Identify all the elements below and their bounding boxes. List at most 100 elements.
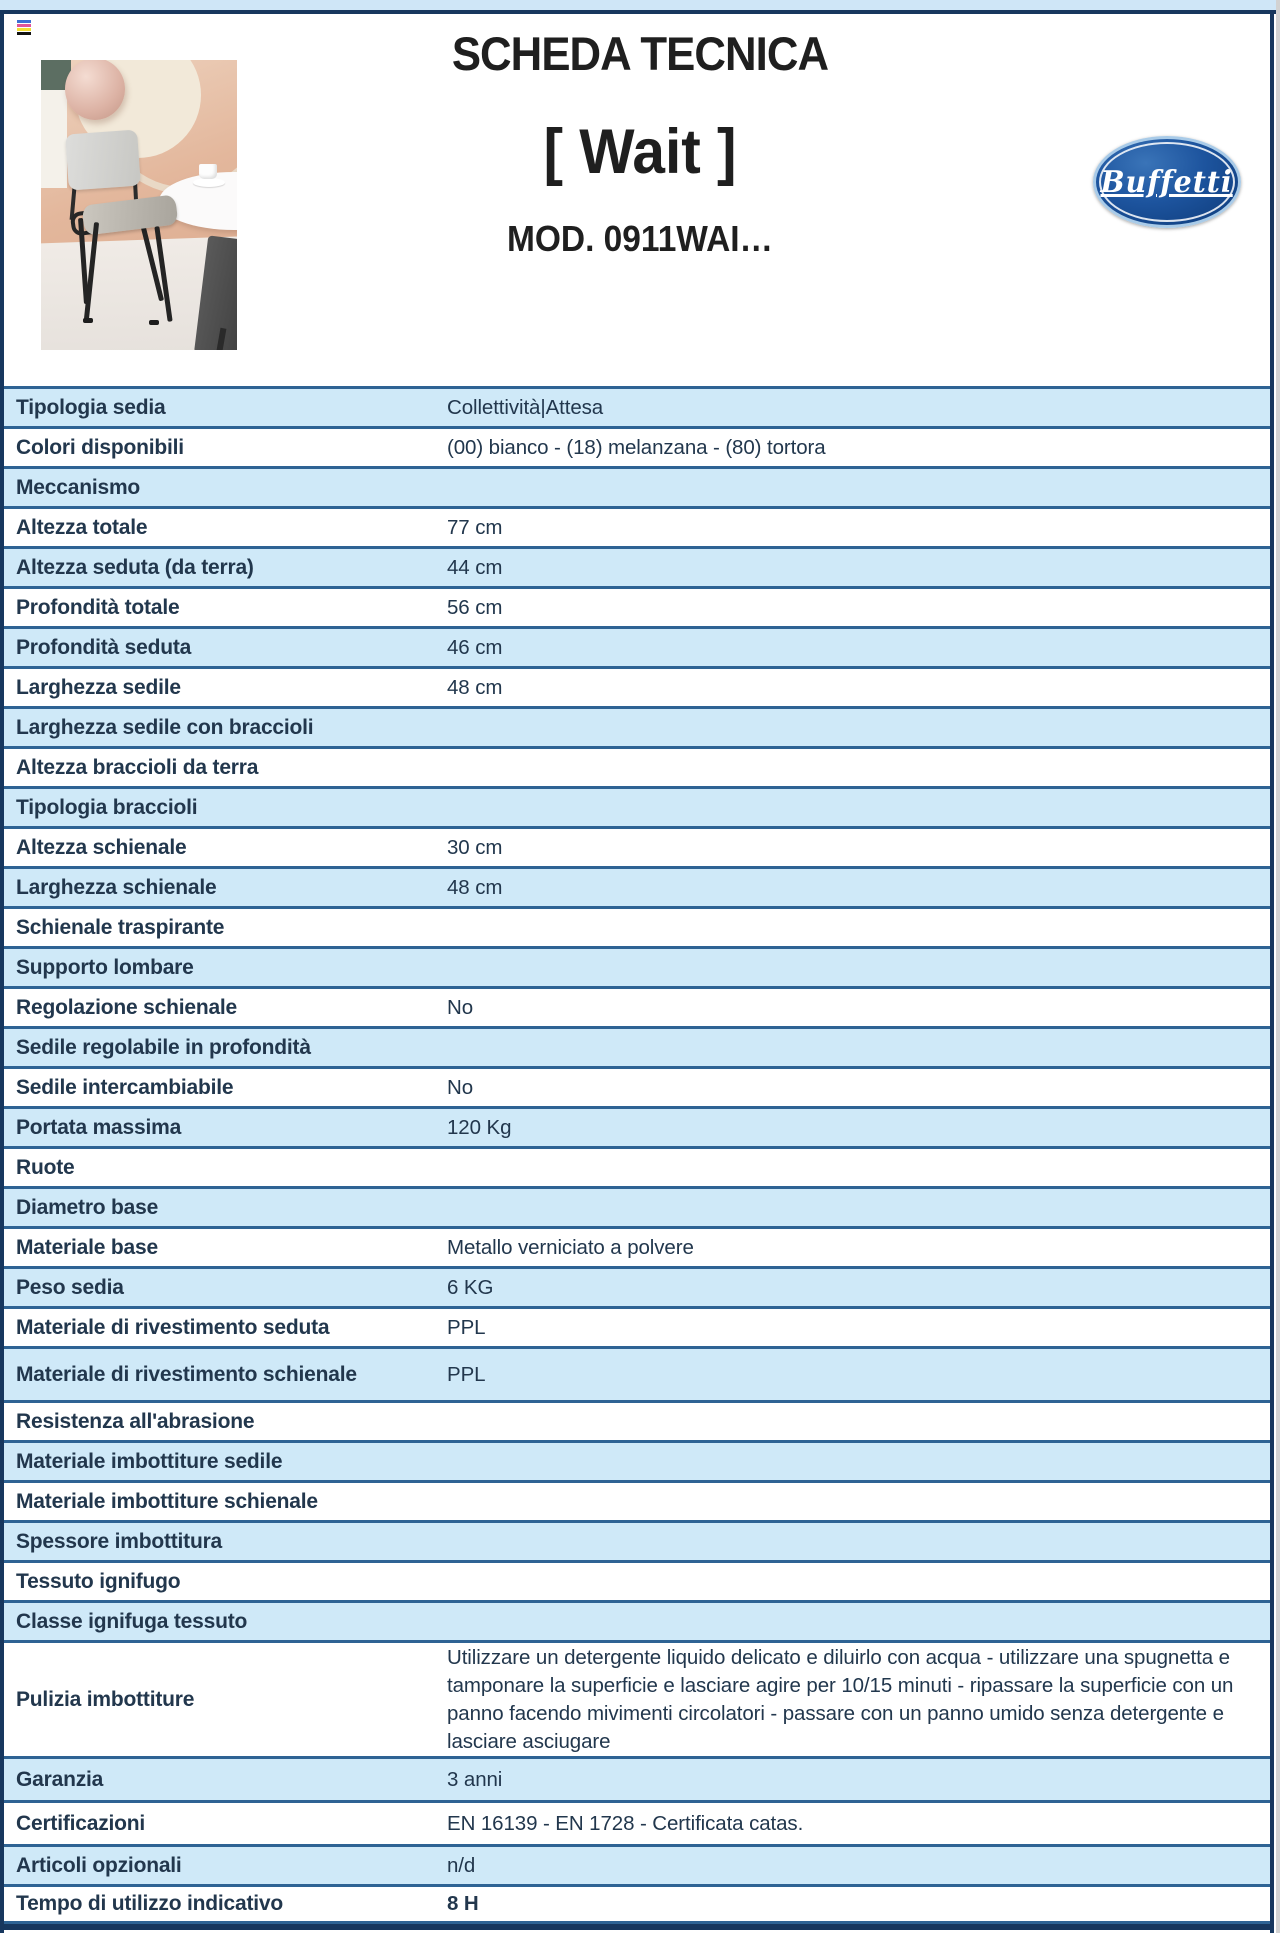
table-row: Materiale base Metallo verniciato a polve…	[4, 1226, 1270, 1266]
table-row: Altezza totale 77 cm	[4, 506, 1270, 546]
spec-label: Tipologia sedia	[16, 395, 166, 419]
page-border-left	[0, 10, 4, 1933]
buffetti-logo-text: Buffetti	[1100, 164, 1234, 200]
table-row: Tempo di utilizzo indicativo 8 H	[4, 1884, 1270, 1924]
spec-value: EN 16139 - EN 1728 - Certificata catas.	[447, 1811, 804, 1835]
spec-label: Colori disponibili	[16, 435, 184, 459]
table-row: Regolazione schienale No	[4, 986, 1270, 1026]
table-row: Supporto lombare	[4, 946, 1270, 986]
table-row: Schienale traspirante	[4, 906, 1270, 946]
spec-label: Profondità totale	[16, 595, 180, 619]
table-row: Meccanismo	[4, 466, 1270, 506]
spec-label: Tessuto ignifugo	[16, 1569, 181, 1593]
spec-value: 6 KG	[447, 1275, 494, 1299]
spec-label: Schienale traspirante	[16, 915, 225, 939]
spec-label: Altezza schienale	[16, 835, 187, 859]
spec-value: 56 cm	[447, 595, 503, 619]
spec-label: Garanzia	[16, 1767, 104, 1791]
product-photo	[41, 60, 237, 350]
table-row: Profondità seduta 46 cm	[4, 626, 1270, 666]
spec-value: (00) bianco - (18) melanzana - (80) tort…	[447, 435, 826, 459]
spec-value: 3 anni	[447, 1767, 503, 1791]
chair-backrest	[65, 129, 141, 191]
spec-value: 48 cm	[447, 875, 503, 899]
color-bar	[17, 20, 31, 23]
spec-value: 120 Kg	[447, 1115, 512, 1139]
table-row: Spessore imbottitura	[4, 1520, 1270, 1560]
spec-label: Peso sedia	[16, 1275, 124, 1299]
buffetti-logo: Buffetti	[1093, 136, 1241, 228]
table-row: Pulizia imbottiture Utilizzare un deterge…	[4, 1640, 1270, 1756]
spec-label: Sedile regolabile in profondità	[16, 1035, 311, 1059]
print-color-bars-icon	[17, 20, 31, 35]
spec-label: Materiale base	[16, 1235, 158, 1259]
spec-label: Materiale imbottiture sedile	[16, 1449, 283, 1473]
table-row: Materiale di rivestimento schienale PPL	[4, 1346, 1270, 1400]
spec-label: Materiale imbottiture schienale	[16, 1489, 318, 1513]
table-row: Altezza braccioli da terra	[4, 746, 1270, 786]
chair-foot	[149, 320, 159, 325]
model-code: MOD. 0911WAI…	[506, 218, 774, 259]
spec-label: Certificazioni	[16, 1811, 146, 1835]
top-rule	[0, 10, 1280, 14]
table-row: Diametro base	[4, 1186, 1270, 1226]
spec-label: Altezza seduta (da terra)	[16, 555, 254, 579]
table-row: Altezza schienale 30 cm	[4, 826, 1270, 866]
spec-value: 46 cm	[447, 635, 503, 659]
document-title: SCHEDA TECNICA	[451, 27, 829, 80]
table-row: Tipologia sedia Collettività|Attesa	[4, 386, 1270, 426]
spec-label: Materiale di rivestimento schienale	[16, 1362, 357, 1386]
table-row: Larghezza sedile con braccioli	[4, 706, 1270, 746]
table-row: Materiale imbottiture sedile	[4, 1440, 1270, 1480]
photo-saucer	[193, 178, 225, 187]
table-row: Larghezza schienale 48 cm	[4, 866, 1270, 906]
page-border-right	[1270, 10, 1274, 1933]
table-row: Materiale di rivestimento seduta PPL	[4, 1306, 1270, 1346]
spec-value: No	[447, 1075, 474, 1099]
spec-label: Altezza braccioli da terra	[16, 755, 259, 779]
spec-value: PPL	[447, 1362, 486, 1386]
table-row: Classe ignifuga tessuto	[4, 1600, 1270, 1640]
color-bar	[17, 24, 31, 27]
spec-label: Classe ignifuga tessuto	[16, 1609, 248, 1633]
spec-value: PPL	[447, 1315, 486, 1339]
spec-label: Sedile intercambiabile	[16, 1075, 234, 1099]
spec-label: Larghezza sedile con braccioli	[16, 715, 314, 739]
table-row: Colori disponibili (00) bianco - (18) mel…	[4, 426, 1270, 466]
spec-label: Profondità seduta	[16, 635, 192, 659]
table-row: Larghezza sedile 48 cm	[4, 666, 1270, 706]
spec-value: n/d	[447, 1853, 476, 1877]
table-row: Portata massima 120 Kg	[4, 1106, 1270, 1146]
spec-label: Articoli opzionali	[16, 1853, 182, 1877]
spec-value: Metallo verniciato a polvere	[447, 1235, 694, 1259]
photo-sphere	[65, 60, 125, 120]
spec-table: Tipologia sedia Collettività|Attesa Colori…	[4, 386, 1270, 1924]
table-row: Peso sedia 6 KG	[4, 1266, 1270, 1306]
spec-label: Spessore imbottitura	[16, 1529, 223, 1553]
spec-label: Resistenza all'abrasione	[16, 1409, 255, 1433]
spec-value: 77 cm	[447, 515, 503, 539]
spec-value: Collettività|Attesa	[447, 395, 604, 419]
table-row: Certificazioni EN 16139 - EN 1728 - Certi…	[4, 1800, 1270, 1844]
spec-value: Utilizzare un detergente liquido delicat…	[447, 1645, 1234, 1753]
spec-label: Pulizia imbottiture	[16, 1687, 195, 1711]
spec-label: Materiale di rivestimento seduta	[16, 1315, 330, 1339]
spec-label: Larghezza sedile	[16, 675, 181, 699]
spec-label: Diametro base	[16, 1195, 159, 1219]
color-bar	[17, 28, 31, 31]
table-row: Tipologia braccioli	[4, 786, 1270, 826]
spec-value: 48 cm	[447, 675, 503, 699]
chair-foot	[83, 318, 93, 323]
page-edge	[1276, 0, 1280, 1933]
table-row: Articoli opzionali n/d	[4, 1844, 1270, 1884]
table-row: Resistenza all'abrasione	[4, 1400, 1270, 1440]
spec-label: Tipologia braccioli	[16, 795, 198, 819]
spec-label: Regolazione schienale	[16, 995, 238, 1019]
spec-value: No	[447, 995, 474, 1019]
table-row: Garanzia 3 anni	[4, 1756, 1270, 1800]
spec-value: 8 H	[447, 1892, 479, 1915]
spec-label: Meccanismo	[16, 475, 141, 499]
spec-value: 44 cm	[447, 555, 503, 579]
product-name: [ Wait ]	[543, 117, 737, 187]
